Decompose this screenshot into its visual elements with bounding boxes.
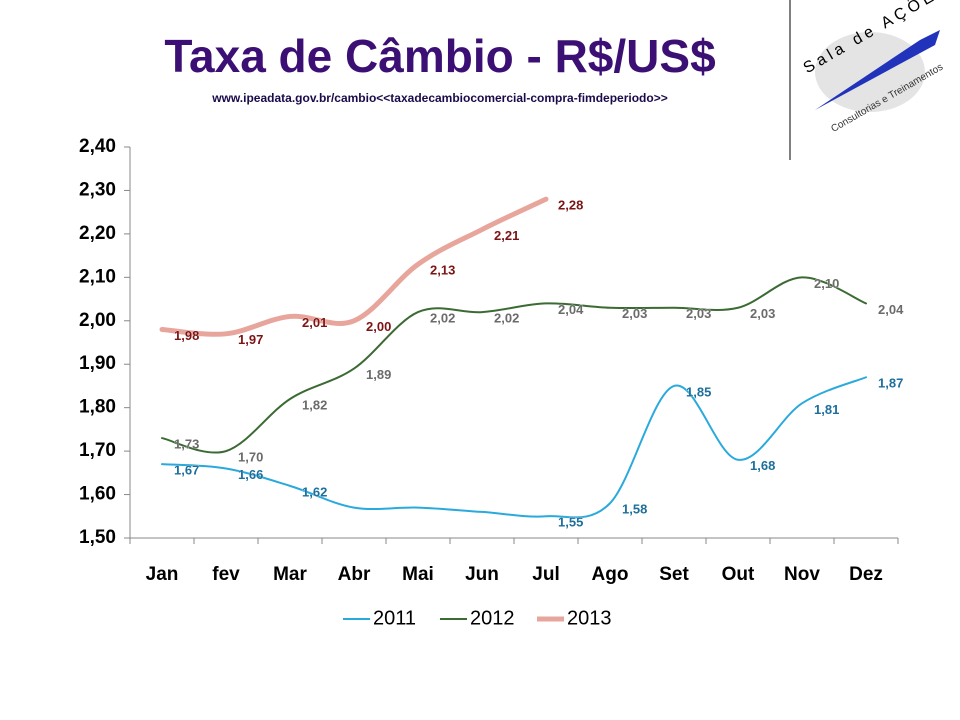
x-tick-label: Set [659,564,689,585]
data-label: 1,87 [878,376,903,391]
data-label: 2,03 [622,306,647,321]
data-label: 2,13 [430,263,455,278]
y-tick-label: 1,80 [79,397,116,418]
x-tick-label: Ago [592,564,629,585]
data-label: 1,68 [750,458,775,473]
chart-subtitle: www.ipeadata.gov.br/cambio<<taxadecambio… [211,91,667,105]
data-label: 2,02 [430,311,455,326]
y-tick-label: 2,20 [79,223,116,244]
x-tick-label: fev [212,564,240,585]
chart-title: Taxa de Câmbio - R$/US$ [164,30,715,82]
data-label: 1,70 [238,450,263,465]
data-label: 1,66 [238,467,263,482]
data-label: 2,03 [750,306,775,321]
logo-arrow [815,30,940,110]
data-label: 1,55 [558,515,583,530]
data-label: 2,04 [558,302,584,317]
logo: Sala de AÇÕES Consultorias e Treinamento… [799,0,953,135]
x-tick-label: Jan [146,564,179,585]
y-tick-label: 2,30 [79,179,116,200]
y-tick-label: 1,60 [79,484,116,505]
legend-label: 2013 [567,607,612,629]
data-label: 1,62 [302,484,327,499]
data-label: 1,97 [238,332,263,347]
line-series [161,376,867,519]
legend-label: 2011 [373,607,416,629]
x-tick-label: Mai [402,564,434,585]
y-tick-label: 1,50 [79,527,116,548]
y-tick-label: 2,10 [79,266,116,287]
data-label: 1,82 [302,397,327,412]
x-tick-label: Dez [849,564,883,585]
x-tick-label: Abr [338,564,371,585]
x-tick-label: Jul [532,564,559,585]
x-tick-label: Nov [784,564,820,585]
data-label: 1,67 [174,463,199,478]
legend-label: 2012 [470,607,515,629]
data-label: 2,00 [366,319,391,334]
data-label: 1,58 [622,502,647,517]
x-tick-label: Jun [465,564,499,585]
data-label: 2,28 [558,198,583,213]
line-series [161,276,867,454]
data-label: 2,01 [302,315,327,330]
data-label: 1,81 [814,402,839,417]
data-label: 1,85 [686,384,711,399]
x-tick-label: Mar [273,564,307,585]
y-tick-label: 1,90 [79,353,116,374]
data-label: 2,10 [814,276,839,291]
data-label: 2,04 [878,302,904,317]
y-tick-label: 2,00 [79,310,116,331]
x-tick-label: Out [722,564,755,585]
data-label: 1,98 [174,328,199,343]
y-tick-label: 2,40 [79,136,116,157]
data-label: 2,02 [494,311,519,326]
y-tick-label: 1,70 [79,440,116,461]
data-label: 2,03 [686,306,711,321]
data-label: 1,89 [366,367,391,382]
line-series [159,196,549,337]
data-label: 1,73 [174,437,199,452]
data-label: 2,21 [494,228,519,243]
